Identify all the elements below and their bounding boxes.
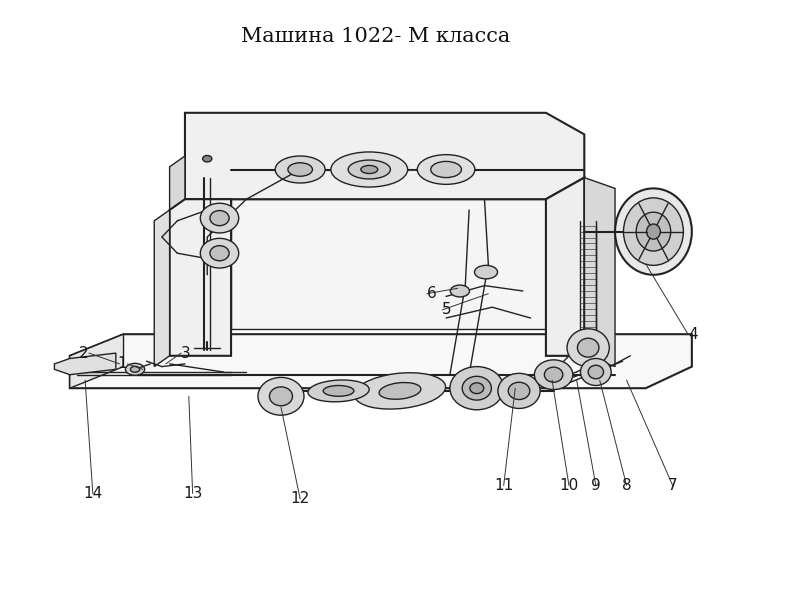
Ellipse shape xyxy=(581,358,611,385)
Ellipse shape xyxy=(418,155,475,184)
Ellipse shape xyxy=(200,203,238,233)
Ellipse shape xyxy=(275,156,325,183)
Text: Машина 1022- М класса: Машина 1022- М класса xyxy=(242,27,510,46)
Text: 13: 13 xyxy=(183,486,202,501)
Ellipse shape xyxy=(470,383,484,394)
Ellipse shape xyxy=(126,364,145,375)
Ellipse shape xyxy=(498,373,540,409)
Polygon shape xyxy=(170,199,231,356)
Polygon shape xyxy=(170,156,185,210)
Ellipse shape xyxy=(474,265,498,279)
Polygon shape xyxy=(185,113,584,199)
Text: 10: 10 xyxy=(559,478,578,493)
Ellipse shape xyxy=(462,376,491,400)
Text: 4: 4 xyxy=(688,326,698,341)
Ellipse shape xyxy=(200,238,238,268)
Ellipse shape xyxy=(202,155,212,162)
Ellipse shape xyxy=(379,383,421,399)
Polygon shape xyxy=(584,178,615,367)
Polygon shape xyxy=(70,334,692,388)
Ellipse shape xyxy=(270,387,293,406)
Text: 14: 14 xyxy=(83,486,102,501)
Ellipse shape xyxy=(430,161,462,178)
Text: 12: 12 xyxy=(290,491,310,506)
Polygon shape xyxy=(546,178,584,356)
Ellipse shape xyxy=(348,160,390,179)
Ellipse shape xyxy=(210,211,229,226)
Ellipse shape xyxy=(578,338,599,357)
Ellipse shape xyxy=(450,285,470,297)
Ellipse shape xyxy=(308,380,369,402)
Ellipse shape xyxy=(588,365,603,379)
Ellipse shape xyxy=(534,360,573,389)
Ellipse shape xyxy=(623,198,683,265)
Ellipse shape xyxy=(210,245,229,261)
Ellipse shape xyxy=(331,152,408,187)
Text: 6: 6 xyxy=(427,286,437,301)
Ellipse shape xyxy=(361,166,378,173)
Polygon shape xyxy=(231,178,584,356)
Polygon shape xyxy=(154,210,170,367)
Polygon shape xyxy=(70,334,123,388)
Ellipse shape xyxy=(130,367,140,372)
Ellipse shape xyxy=(323,385,354,396)
Ellipse shape xyxy=(450,367,504,410)
Text: 2: 2 xyxy=(79,346,89,361)
Ellipse shape xyxy=(567,329,610,367)
Text: 5: 5 xyxy=(442,302,452,317)
Polygon shape xyxy=(231,199,546,329)
Ellipse shape xyxy=(636,212,670,251)
Polygon shape xyxy=(54,353,116,374)
Ellipse shape xyxy=(354,373,446,409)
Text: 7: 7 xyxy=(668,478,678,493)
Ellipse shape xyxy=(508,382,530,400)
Ellipse shape xyxy=(646,224,660,239)
Ellipse shape xyxy=(288,163,313,176)
Text: 8: 8 xyxy=(622,478,631,493)
Text: 3: 3 xyxy=(181,346,191,361)
Text: 11: 11 xyxy=(494,478,514,493)
Text: 1: 1 xyxy=(118,356,127,371)
Ellipse shape xyxy=(615,188,692,275)
Text: 9: 9 xyxy=(591,478,601,493)
Ellipse shape xyxy=(258,377,304,415)
Ellipse shape xyxy=(544,367,563,382)
